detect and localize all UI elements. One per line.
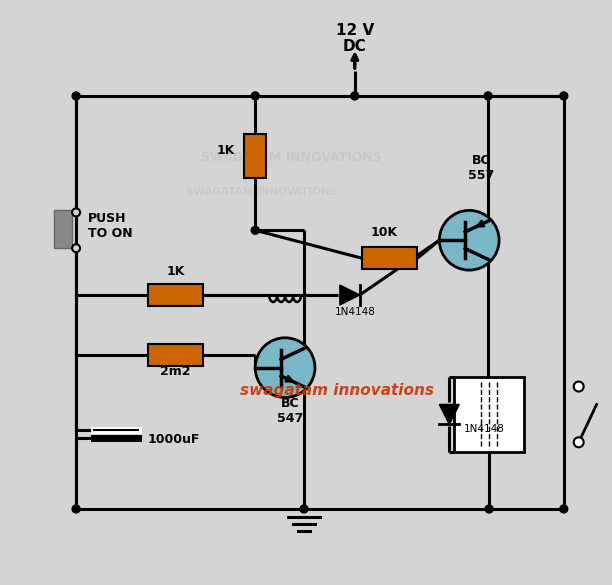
Text: swagatam innovations: swagatam innovations bbox=[241, 383, 435, 398]
Circle shape bbox=[560, 92, 568, 100]
Circle shape bbox=[72, 244, 80, 252]
Circle shape bbox=[485, 505, 493, 513]
Text: PUSH
TO ON: PUSH TO ON bbox=[88, 212, 133, 240]
Circle shape bbox=[573, 438, 584, 448]
Text: 10K: 10K bbox=[371, 226, 398, 239]
Text: 12 V: 12 V bbox=[335, 23, 374, 38]
Circle shape bbox=[484, 92, 492, 100]
Circle shape bbox=[573, 381, 584, 391]
Bar bbox=[54, 211, 72, 248]
Circle shape bbox=[255, 338, 315, 397]
Polygon shape bbox=[340, 285, 360, 305]
Bar bbox=[147, 344, 203, 366]
Circle shape bbox=[72, 505, 80, 513]
Text: 1N4148: 1N4148 bbox=[465, 424, 505, 434]
Bar bbox=[454, 377, 524, 452]
Circle shape bbox=[252, 226, 259, 234]
Text: 2m2: 2m2 bbox=[160, 364, 191, 377]
Bar bbox=[244, 134, 266, 178]
Circle shape bbox=[252, 92, 259, 100]
Text: SWAGATAM INNOVATIONS: SWAGATAM INNOVATIONS bbox=[185, 187, 337, 198]
Bar bbox=[362, 247, 417, 269]
Circle shape bbox=[351, 92, 359, 100]
Circle shape bbox=[72, 92, 80, 100]
Text: 1K: 1K bbox=[166, 265, 185, 278]
Text: BC
557: BC 557 bbox=[468, 153, 494, 181]
Circle shape bbox=[300, 505, 308, 513]
Text: DC: DC bbox=[343, 39, 367, 54]
Text: 1000uF: 1000uF bbox=[147, 433, 200, 446]
Text: 1K: 1K bbox=[216, 144, 234, 157]
Circle shape bbox=[560, 505, 568, 513]
Polygon shape bbox=[439, 404, 459, 424]
Text: BC
547: BC 547 bbox=[277, 397, 303, 425]
Circle shape bbox=[72, 208, 80, 216]
Circle shape bbox=[439, 211, 499, 270]
Text: SWAGATAM INNOVATIONS: SWAGATAM INNOVATIONS bbox=[201, 150, 381, 164]
Bar bbox=[147, 284, 203, 306]
Text: 1N4148: 1N4148 bbox=[334, 307, 375, 317]
